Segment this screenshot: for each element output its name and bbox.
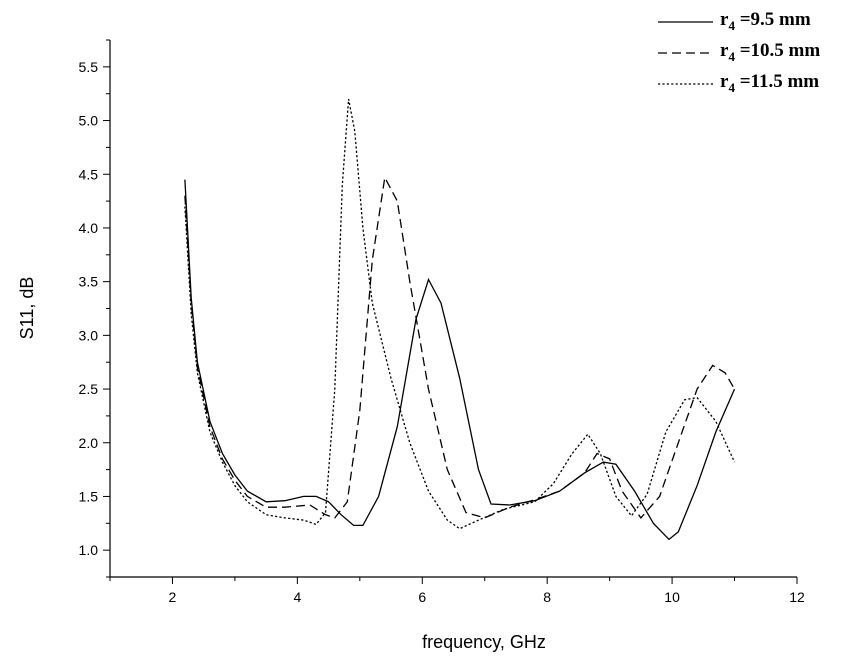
legend-label: r4 =9.5 mm — [720, 9, 811, 33]
legend: r4 =9.5 mm r4 =10.5 mm r4 =11.5 mm — [658, 9, 820, 95]
y-tick-label: 4.0 — [79, 220, 99, 236]
y-axis-label: S11, dB — [17, 277, 37, 340]
y-tick-label: 4.5 — [79, 166, 99, 182]
y-tick-label: 3.5 — [79, 274, 99, 290]
y-tick-label: 2.5 — [79, 381, 99, 397]
axes: 2 4 6 8 10 12 1.0 1.5 2.0 2.5 3.0 3.5 4.0 4.5 5.0 5.5 — [79, 39, 805, 605]
series-line-dotted — [184, 98, 736, 530]
y-tick-label: 2.0 — [79, 435, 99, 451]
x-tick-label: 4 — [293, 589, 301, 605]
x-axis-label: frequency, GHz — [422, 632, 546, 652]
x-tick-label: 10 — [664, 589, 680, 605]
x-tick-label: 8 — [543, 589, 551, 605]
series-line-solid — [184, 179, 736, 541]
x-tick-label: 12 — [789, 589, 805, 605]
y-tick-label: 1.5 — [79, 488, 99, 504]
legend-label: r4 =10.5 mm — [720, 40, 820, 64]
y-tick-label: 1.0 — [79, 542, 99, 558]
series-line-dashed — [184, 175, 736, 519]
legend-label: r4 =11.5 mm — [720, 71, 819, 95]
y-tick-label: 5.0 — [79, 113, 99, 129]
x-tick-label: 2 — [169, 589, 177, 605]
y-tick-label: 5.5 — [79, 59, 99, 75]
plot-area — [184, 98, 736, 541]
x-tick-label: 6 — [418, 589, 426, 605]
y-tick-label: 3.0 — [79, 327, 99, 343]
